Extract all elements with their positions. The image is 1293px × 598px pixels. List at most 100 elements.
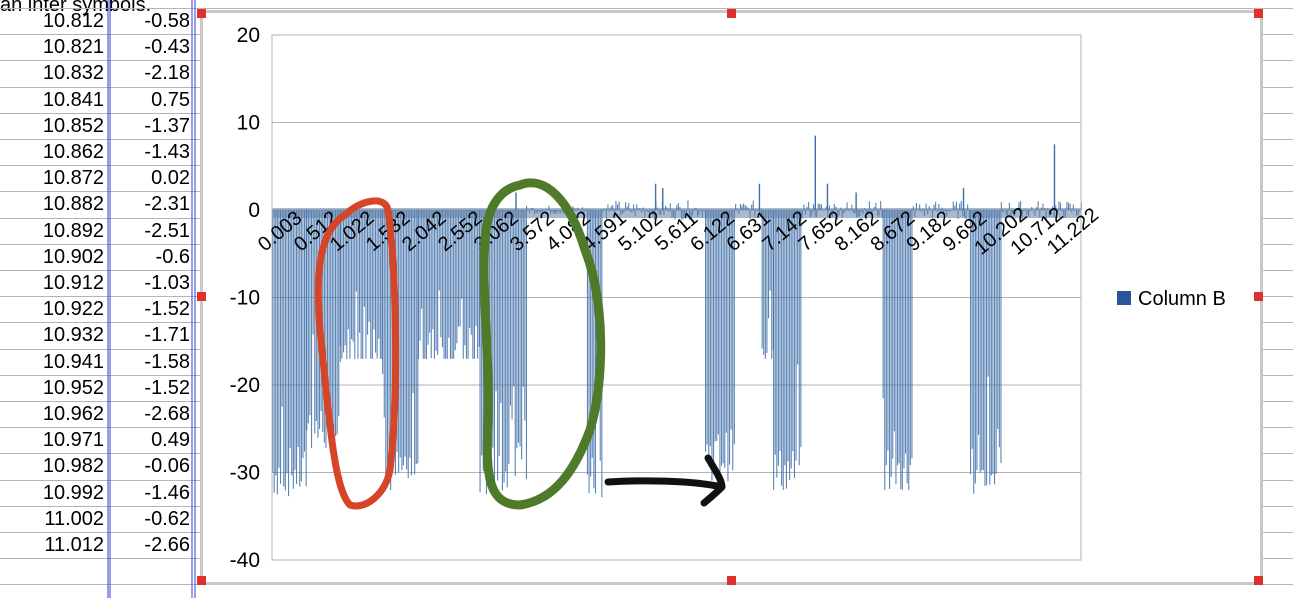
resize-handle[interactable] (1254, 9, 1263, 18)
cell-column-b[interactable]: 0.49 (151, 429, 190, 452)
bar (406, 210, 408, 470)
bar (421, 210, 423, 309)
cell-column-b[interactable]: -1.46 (144, 481, 190, 504)
bar (462, 210, 464, 359)
bar (915, 203, 917, 210)
cell-column-b[interactable]: -2.31 (144, 193, 190, 216)
bar (343, 210, 345, 353)
cell-column-b[interactable]: -0.62 (144, 507, 190, 530)
bar (325, 210, 327, 449)
cell-column-a[interactable]: 10.832 (42, 62, 104, 85)
bar (506, 210, 508, 488)
legend[interactable]: Column B (1117, 288, 1226, 310)
cell-column-a[interactable]: 10.941 (42, 350, 104, 373)
cell-column-b[interactable]: -1.43 (144, 141, 190, 163)
cell-column-b[interactable]: -1.58 (144, 350, 190, 373)
bar (777, 210, 779, 466)
cell-column-a[interactable]: 10.902 (42, 245, 104, 268)
bar (1020, 201, 1022, 210)
cell-column-a[interactable]: 10.952 (42, 376, 104, 399)
bar (903, 210, 905, 469)
cell-column-b[interactable]: -2.18 (144, 62, 190, 85)
cell-column-a[interactable]: 10.892 (42, 219, 104, 242)
cell-column-a[interactable]: 10.982 (42, 455, 104, 478)
bar (990, 210, 992, 476)
cell-column-a[interactable]: 10.962 (42, 403, 104, 425)
bar (280, 210, 282, 484)
bar (347, 210, 349, 330)
bar (911, 210, 913, 459)
bar (998, 210, 1000, 448)
cell-column-a[interactable]: 10.821 (42, 36, 104, 59)
bar (453, 210, 455, 359)
resize-handle[interactable] (197, 292, 206, 301)
bar (955, 201, 957, 210)
bar (992, 210, 994, 474)
cell-column-a[interactable]: 10.882 (42, 193, 104, 216)
cell-column-b[interactable]: -0.06 (144, 455, 190, 478)
bar (457, 210, 459, 327)
cell-column-a[interactable]: 10.932 (42, 324, 104, 347)
cell-column-b[interactable]: -2.66 (144, 534, 190, 556)
cell-column-a[interactable]: 10.852 (42, 114, 104, 137)
resize-handle[interactable] (197, 576, 206, 585)
cell-column-b[interactable]: -2.51 (144, 219, 190, 242)
cell-column-a[interactable]: 10.971 (42, 429, 104, 452)
cell-column-b[interactable]: -1.37 (144, 114, 190, 137)
resize-handle[interactable] (727, 576, 736, 585)
bar (513, 210, 515, 387)
y-tick-label: -30 (230, 462, 260, 485)
cell-column-a[interactable]: 11.002 (44, 507, 104, 530)
bar-spike (654, 183, 657, 210)
cell-column-b[interactable]: -0.58 (144, 10, 190, 32)
bar (995, 210, 997, 474)
bar (722, 210, 724, 464)
bar (299, 210, 301, 487)
bar (451, 210, 453, 359)
cell-column-b[interactable]: -0.6 (155, 245, 190, 268)
bar (273, 210, 275, 493)
cell-column-a[interactable]: 10.922 (42, 298, 104, 321)
selection-handles[interactable] (197, 9, 1263, 585)
cell-column-a[interactable]: 10.841 (42, 88, 104, 111)
bar (354, 210, 356, 359)
bar (763, 210, 765, 355)
bar (901, 210, 903, 490)
cell-column-a[interactable]: 10.912 (42, 272, 104, 294)
resize-handle[interactable] (1254, 576, 1263, 585)
cell-column-b[interactable]: 0.02 (151, 167, 190, 190)
cell-column-a[interactable]: 10.862 (42, 141, 104, 163)
bar (851, 204, 853, 210)
bar (997, 210, 999, 429)
bar (477, 210, 479, 359)
cell-column-b[interactable]: -1.03 (144, 272, 190, 294)
resize-handle[interactable] (1254, 292, 1263, 301)
bar (272, 210, 274, 473)
bar (399, 210, 401, 458)
cell-column-a[interactable]: 10.872 (42, 167, 104, 190)
cell-column-b[interactable]: 0.75 (151, 88, 190, 111)
bar (331, 210, 333, 422)
bar (795, 210, 797, 461)
bar (987, 210, 989, 377)
bar (1042, 203, 1044, 210)
cell-column-b[interactable]: -1.52 (144, 376, 190, 399)
resize-handle[interactable] (197, 9, 206, 18)
resize-handle[interactable] (727, 9, 736, 18)
cell-column-b[interactable]: -1.52 (144, 298, 190, 321)
cell-column-a[interactable]: 10.992 (42, 481, 104, 504)
bar (404, 210, 406, 457)
bar (440, 210, 442, 338)
bar (410, 210, 412, 476)
cell-column-a[interactable]: 10.812 (42, 10, 104, 32)
bar (729, 210, 731, 465)
cell-column-b[interactable]: -1.71 (144, 324, 190, 347)
bar (828, 205, 830, 210)
cell-column-b[interactable]: -0.43 (144, 36, 190, 59)
bar (971, 210, 973, 449)
cell-column-a[interactable]: 11.012 (44, 534, 104, 556)
cell-column-b[interactable]: -2.68 (144, 403, 190, 425)
red-circle-annotation (314, 197, 400, 510)
bar (908, 210, 910, 490)
